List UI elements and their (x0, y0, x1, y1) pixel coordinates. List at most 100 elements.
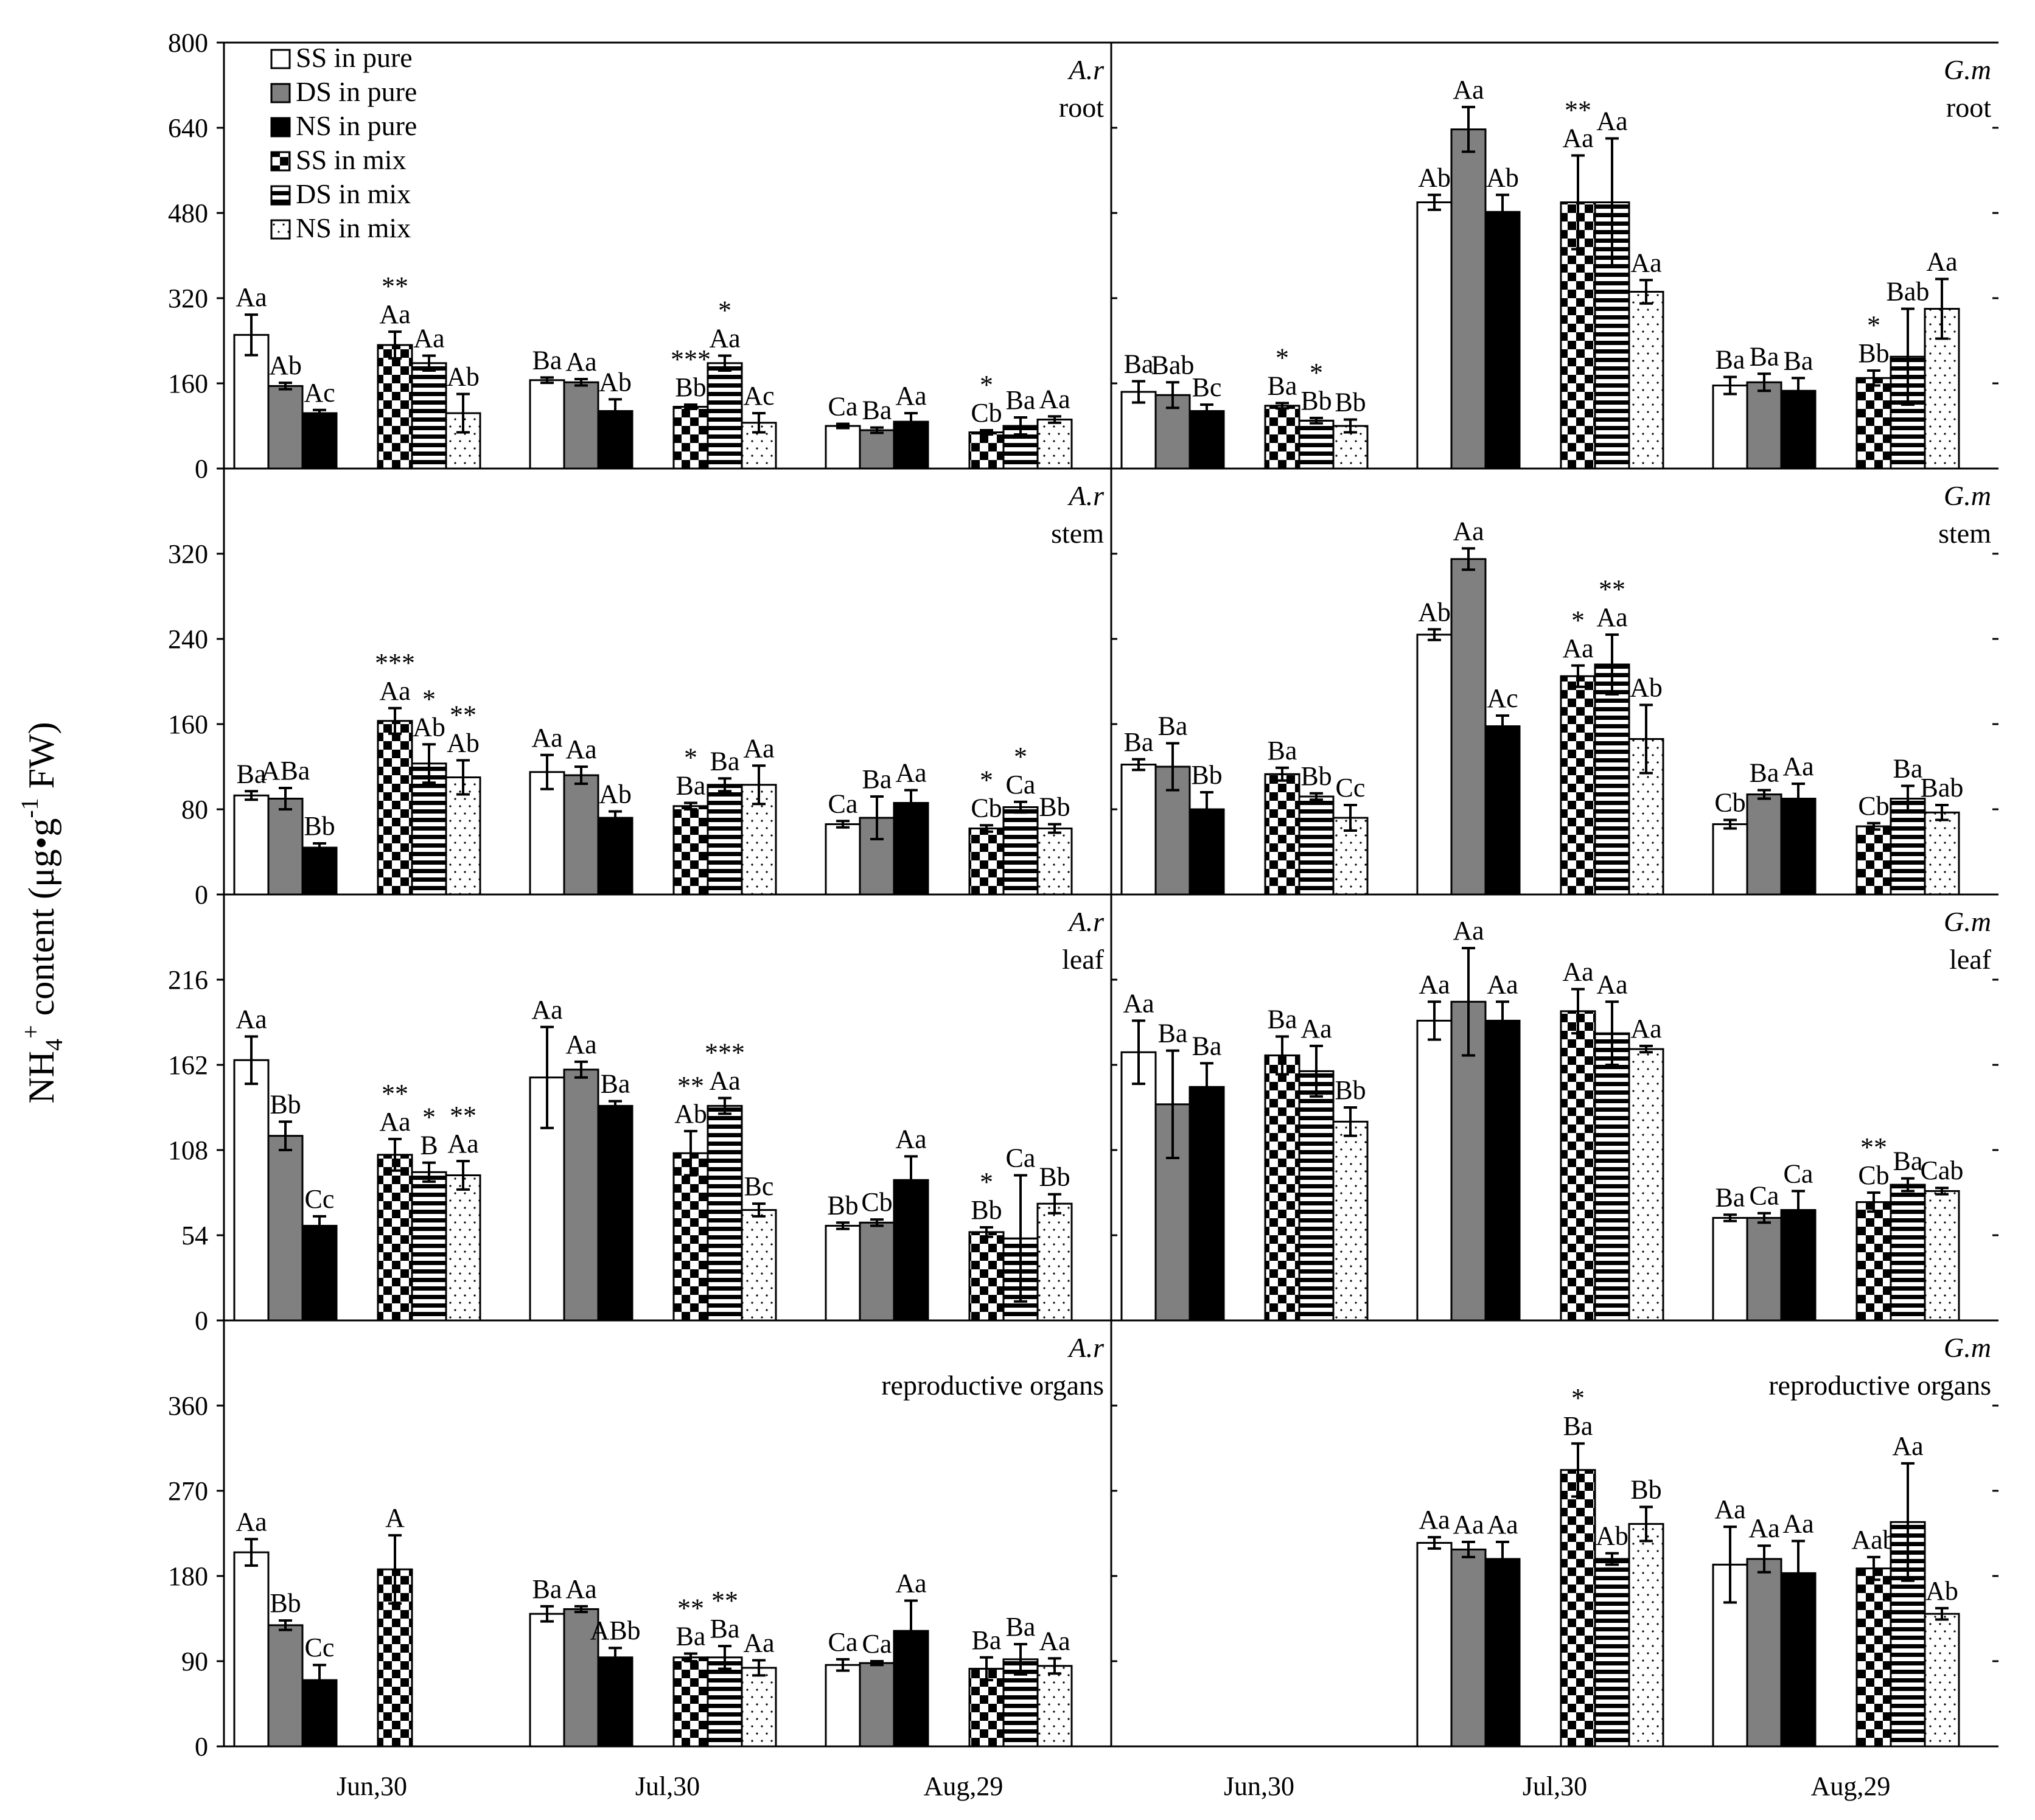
bar-letter-label: Bb (1300, 761, 1332, 791)
bar-letter-label: Bb (1335, 388, 1366, 417)
bar-letter-label: Ba (1750, 341, 1779, 371)
panel-species-label: G.m (1944, 906, 1991, 937)
bar-ss-in-mix (377, 720, 413, 896)
bar-letter-label: Cb (861, 1187, 892, 1217)
bar-letter-label: Aa (379, 1107, 410, 1137)
bar-letter-label: Ba (1893, 1146, 1923, 1176)
x-tick-label: Aug,29 (1811, 1771, 1891, 1801)
legend-swatch (270, 83, 291, 103)
bar-ss-in-mix (377, 1154, 413, 1322)
bar-ds-in-pure (267, 1624, 304, 1748)
y-tick-label: 90 (181, 1647, 208, 1676)
bar-letter-label: Ba (1784, 346, 1813, 375)
bar-letter-label: Ba (1006, 385, 1036, 415)
bar-ss-in-pure (529, 379, 565, 470)
bar-ss-in-mix (672, 805, 709, 896)
bar-letter-label: Bb (1039, 1162, 1070, 1192)
bar-ds-in-pure (859, 1662, 895, 1748)
bar-letter-label: Ba (1158, 1019, 1188, 1048)
bar-letter-label: Aa (1453, 916, 1484, 946)
panel-organ-label: leaf (1949, 944, 1992, 975)
bar-ss-in-pure (1120, 1051, 1157, 1322)
bar-letter-label: Ba (710, 1614, 740, 1644)
legend-swatch (270, 185, 291, 206)
bar-letter-label: Aa (1596, 969, 1627, 999)
bar-ss-in-pure (233, 1059, 270, 1322)
bar-letter-label: Bab (1887, 277, 1930, 307)
bar-ss-in-mix (968, 431, 1005, 470)
bar-ss-in-pure (233, 794, 270, 896)
y-tick-label: 800 (168, 28, 208, 58)
bar-ds-in-mix (1594, 1032, 1630, 1322)
bar-letter-label: Bab (1921, 773, 1964, 803)
bar-ns-in-pure (301, 846, 338, 896)
bar-ns-in-pure (1484, 211, 1521, 470)
bar-ns-in-mix (1924, 1190, 1960, 1322)
bar-letter-label: Aa (531, 995, 562, 1025)
bar-letter-label: Bb (1858, 338, 1889, 368)
bar-letter-label: Ab (599, 367, 632, 397)
bar-letter-label: Aa (1714, 1494, 1745, 1524)
bar-ss-in-mix (672, 1152, 709, 1322)
bar-letter-label: Ca (1750, 1181, 1779, 1211)
bar-letter-label: Aa (1562, 633, 1593, 663)
bar-letter-label: Aa (743, 1628, 774, 1658)
x-tick-label: Jun,30 (1224, 1771, 1294, 1801)
legend-swatch (270, 219, 291, 240)
bar-ss-in-mix (1560, 1469, 1596, 1748)
bar-letter-label: Ca (1006, 770, 1036, 800)
bar-ds-in-mix (707, 362, 743, 470)
bar-letter-label: Ab (1418, 162, 1451, 192)
bar-ds-in-mix (411, 1171, 447, 1322)
bar-letter-label: Ba (1716, 345, 1745, 375)
bar-ss-in-mix (1560, 201, 1596, 470)
bar-letter-label: Bc (744, 1171, 774, 1201)
bar-letter-label: Ba (676, 1622, 706, 1651)
bar-letter-label: Aa (236, 282, 267, 312)
bar-ds-in-pure (859, 1221, 895, 1322)
bar-letter-label: Ca (828, 789, 858, 818)
bar-letter-label: Ba (1268, 371, 1297, 400)
legend-swatch (270, 117, 291, 138)
panel-species-label: A.r (1067, 480, 1105, 511)
significance-marker: * (718, 296, 731, 326)
bar-letter-label: Aa (1453, 75, 1484, 105)
significance-marker: ** (1599, 574, 1625, 604)
bar-ss-in-pure (825, 1224, 861, 1322)
bar-letter-label: B (420, 1131, 438, 1160)
bar-ns-in-mix (1628, 291, 1664, 470)
bar-letter-label: Ba (1268, 1004, 1297, 1034)
significance-marker: ** (450, 1101, 476, 1131)
y-tick-label: 108 (168, 1135, 208, 1165)
bar-letter-label: Cc (305, 1184, 335, 1214)
bar-ss-in-mix (377, 344, 413, 470)
bar-ns-in-pure (301, 412, 338, 470)
bar-letter-label: Ac (1487, 683, 1518, 713)
bar-letter-label: Aa (1487, 969, 1518, 999)
bar-letter-label: Cc (305, 1633, 335, 1662)
legend-label: NS in pure (296, 110, 417, 141)
bar-ns-in-mix (1036, 419, 1073, 470)
bar-letter-label: Aa (1039, 384, 1070, 414)
bar-letter-label: Ba (676, 771, 706, 801)
x-tick-label: Jul,30 (1523, 1771, 1587, 1801)
bar-ns-in-pure (893, 420, 929, 470)
bar-ss-in-mix (968, 1667, 1005, 1748)
bar-ss-in-pure (1712, 823, 1748, 896)
y-tick-label: 320 (168, 539, 208, 569)
bar-ss-in-pure (1416, 1542, 1453, 1748)
bar-ns-in-pure (301, 1224, 338, 1322)
y-tick-label: 270 (168, 1476, 208, 1506)
bar-ds-in-pure (859, 429, 895, 470)
y-tick-label: 54 (181, 1221, 208, 1250)
significance-marker: ** (450, 700, 476, 730)
significance-marker: ** (1565, 96, 1591, 125)
y-tick-label: 0 (195, 1732, 208, 1762)
panel-organ-label: stem (1938, 518, 1991, 549)
bar-letter-label: Cc (1336, 773, 1366, 803)
bar-letter-label: Ba (237, 759, 267, 789)
panel-species-label: G.m (1944, 1332, 1991, 1363)
